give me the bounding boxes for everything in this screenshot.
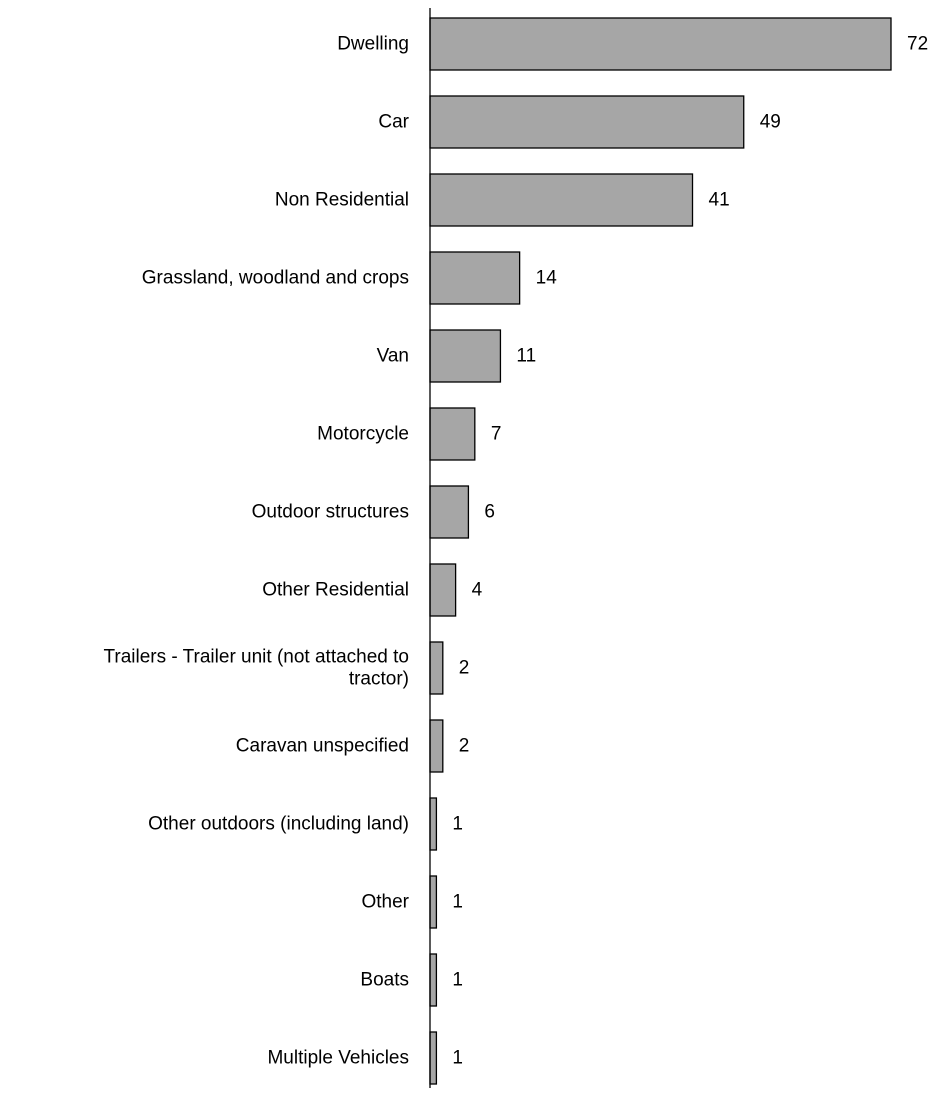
bar: [430, 408, 475, 460]
value-label: 11: [516, 346, 536, 367]
value-label: 72: [907, 34, 928, 55]
category-label: Motorcycle: [317, 424, 409, 445]
bar: [430, 720, 443, 772]
bar: [430, 876, 436, 928]
category-label: Grassland, woodland and crops: [142, 268, 409, 289]
value-label: 1: [452, 1048, 463, 1069]
category-label: Caravan unspecified: [236, 736, 409, 757]
category-label: Other outdoors (including land): [148, 814, 409, 835]
category-label: Non Residential: [275, 190, 409, 211]
bar: [430, 174, 693, 226]
value-label: 1: [452, 892, 463, 913]
category-label: Other Residential: [262, 580, 409, 601]
value-label: 2: [459, 736, 470, 757]
category-label: Van: [377, 346, 409, 367]
value-label: 7: [491, 424, 502, 445]
category-label: Car: [378, 112, 409, 133]
bar: [430, 486, 468, 538]
value-label: 14: [536, 268, 558, 289]
category-label: tractor): [349, 669, 409, 690]
bar: [430, 954, 436, 1006]
bar: [430, 252, 520, 304]
bar: [430, 642, 443, 694]
bar: [430, 330, 500, 382]
value-label: 4: [472, 580, 483, 601]
category-label: Dwelling: [337, 34, 409, 55]
category-label: Other: [361, 892, 409, 913]
bar: [430, 798, 436, 850]
value-label: 1: [452, 814, 463, 835]
value-label: 49: [760, 112, 781, 133]
bar: [430, 96, 744, 148]
category-label: Boats: [360, 970, 409, 991]
bar: [430, 564, 456, 616]
bars-group: [430, 18, 891, 1084]
category-labels-group: Dwelling Car Non Residential Grassland, woo…: [103, 34, 409, 1069]
value-label: 41: [709, 190, 730, 211]
category-label: Trailers - Trailer unit (not attached to: [103, 647, 409, 668]
category-label: Outdoor structures: [252, 502, 409, 523]
bar: [430, 18, 891, 70]
value-label: 1: [452, 970, 463, 991]
category-label: Multiple Vehicles: [267, 1048, 409, 1069]
value-label: 2: [459, 658, 470, 679]
bar: [430, 1032, 436, 1084]
value-label: 6: [484, 502, 495, 523]
